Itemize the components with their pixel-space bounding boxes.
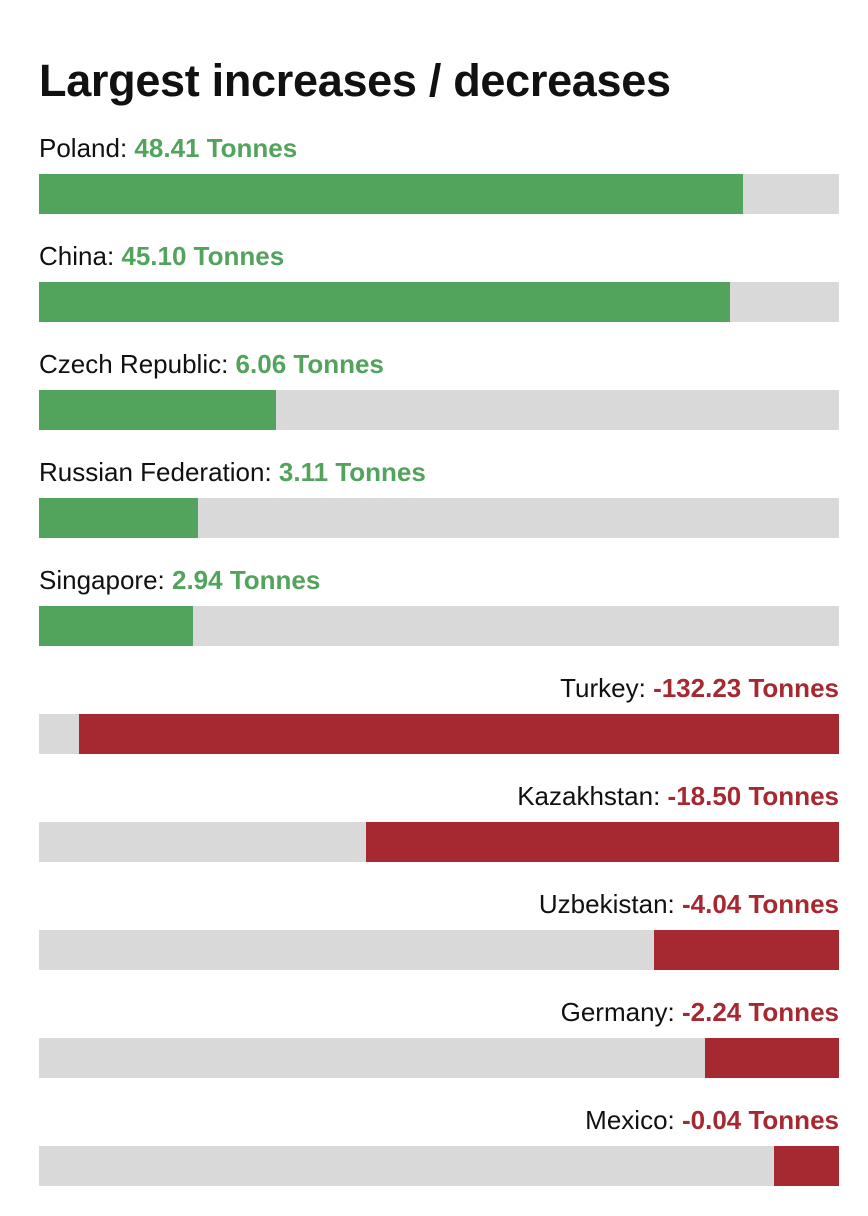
bar-name: Turkey	[560, 673, 639, 703]
increase-bar	[39, 282, 730, 322]
bar-name: Singapore	[39, 565, 158, 595]
decrease-bar	[654, 930, 839, 970]
bar-value: 3.11 Tonnes	[278, 457, 426, 487]
decrease-bar	[366, 822, 839, 862]
bar-row: Czech Republic: 6.06 Tonnes	[39, 348, 839, 430]
bar-label: Turkey: -132.23 Tonnes	[560, 673, 839, 703]
bar-value: -18.50 Tonnes	[667, 781, 839, 811]
bar-label: China: 45.10 Tonnes	[39, 241, 285, 271]
bar-value: 2.94 Tonnes	[172, 565, 321, 595]
bar-value: 48.41 Tonnes	[134, 133, 298, 163]
chart-title: Largest increases / decreases	[39, 55, 671, 106]
bar-name: Czech Republic	[39, 349, 222, 379]
bar-track	[39, 930, 839, 970]
decrease-bar	[774, 1146, 839, 1186]
bar-label: Mexico: -0.04 Tonnes	[585, 1105, 839, 1135]
bar-track	[39, 1038, 839, 1078]
bar-name: China	[39, 241, 107, 271]
bar-label: Czech Republic: 6.06 Tonnes	[39, 349, 384, 379]
bar-row: Mexico: -0.04 Tonnes	[39, 1104, 839, 1186]
bar-name: Poland	[39, 133, 120, 163]
bar-label: Russian Federation: 3.11 Tonnes	[39, 457, 426, 487]
bar-label: Uzbekistan: -4.04 Tonnes	[538, 889, 839, 919]
increase-bar	[39, 390, 276, 430]
bar-value: 45.10 Tonnes	[121, 241, 285, 271]
bar-name: Kazakhstan	[517, 781, 654, 811]
bar-track	[39, 174, 839, 214]
bar-track	[39, 390, 839, 430]
bar-row: Kazakhstan: -18.50 Tonnes	[39, 780, 839, 862]
bar-track	[39, 498, 839, 538]
decrease-bar	[79, 714, 839, 754]
bar-row: Singapore: 2.94 Tonnes	[39, 564, 839, 646]
bar-row: Poland: 48.41 Tonnes	[39, 132, 839, 214]
bar-track	[39, 606, 839, 646]
bar-value: -0.04 Tonnes	[681, 1105, 839, 1135]
bar-label: Germany: -2.24 Tonnes	[560, 997, 839, 1027]
bar-label: Kazakhstan: -18.50 Tonnes	[517, 781, 839, 811]
bar-row: Germany: -2.24 Tonnes	[39, 996, 839, 1078]
bar-name: Russian Federation	[39, 457, 265, 487]
bar-value: 6.06 Tonnes	[235, 349, 384, 379]
bar-value: -4.04 Tonnes	[681, 889, 839, 919]
bar-name: Germany	[560, 997, 668, 1027]
bar-row: Russian Federation: 3.11 Tonnes	[39, 456, 839, 538]
bar-track	[39, 714, 839, 754]
bar-track	[39, 282, 839, 322]
bar-name: Uzbekistan	[538, 889, 668, 919]
bar-row: Turkey: -132.23 Tonnes	[39, 672, 839, 754]
increase-bar	[39, 606, 193, 646]
increase-bar	[39, 498, 198, 538]
bar-track	[39, 1146, 839, 1186]
bar-row: China: 45.10 Tonnes	[39, 240, 839, 322]
bar-value: -132.23 Tonnes	[653, 673, 839, 703]
bar-track	[39, 822, 839, 862]
bar-row: Uzbekistan: -4.04 Tonnes	[39, 888, 839, 970]
decrease-bar	[705, 1038, 839, 1078]
bar-name: Mexico	[585, 1105, 668, 1135]
increase-bar	[39, 174, 743, 214]
bar-label: Poland: 48.41 Tonnes	[39, 133, 298, 163]
bar-value: -2.24 Tonnes	[681, 997, 839, 1027]
bar-label: Singapore: 2.94 Tonnes	[39, 565, 321, 595]
